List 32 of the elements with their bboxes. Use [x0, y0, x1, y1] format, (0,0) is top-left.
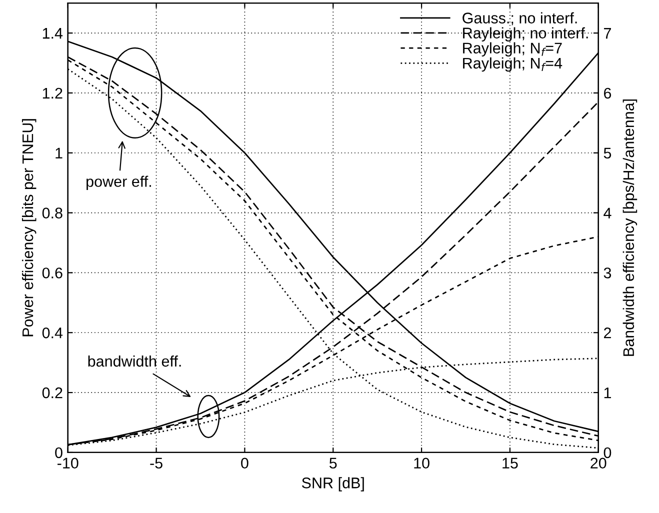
x-tick-label: -5: [150, 458, 162, 469]
y2-tick-label: 5: [604, 148, 612, 159]
y-tick-label: 0.8: [42, 208, 62, 218]
x-tick-label: 0: [241, 458, 248, 469]
x-tick-label: 5: [329, 458, 337, 469]
y2-tick-label: 4: [604, 208, 612, 218]
y-tick-label: 0.2: [42, 387, 62, 398]
y-tick-label: 0.4: [42, 327, 63, 338]
x-tick-label: 10: [414, 458, 430, 469]
x-axis-title: SNR [dB]: [302, 477, 364, 492]
annotation: power eff.: [86, 176, 151, 190]
y-axis-title: Power efficiency [bits per TNEU]: [22, 119, 36, 336]
y2-tick-label: 2: [604, 327, 611, 338]
y2-tick-label: 3: [604, 268, 612, 278]
y-tick-label: 1.4: [42, 28, 63, 39]
y2-tick-label: 1: [604, 388, 611, 398]
legend-label: Rayleigh; N$_{f}$=7: [463, 42, 562, 56]
x-tick-label: 20: [590, 458, 606, 469]
y2-tick-label: 0: [604, 447, 612, 458]
y2-tick-label: 7: [604, 28, 611, 39]
legend-label: Rayleigh; N$_{f}$=4: [463, 57, 562, 72]
x-tick-label: -10: [58, 458, 78, 469]
y-tick-label: 0.6: [42, 268, 62, 278]
legend-label: Gauss.; no interf.: [462, 12, 577, 26]
annotation: bandwidth eff.: [88, 355, 181, 367]
x-tick-label: 15: [502, 458, 518, 469]
y-tick-label: 1: [56, 148, 62, 158]
legend-label: Rayleigh; no interf.: [463, 27, 588, 42]
y2-axis-title: Bandwidth efficiency [bps/Hz/antenna]: [622, 99, 638, 356]
y-tick-label: 1.2: [42, 88, 62, 98]
y2-tick-label: 6: [604, 88, 612, 99]
y-tick-label: 0: [55, 447, 62, 458]
